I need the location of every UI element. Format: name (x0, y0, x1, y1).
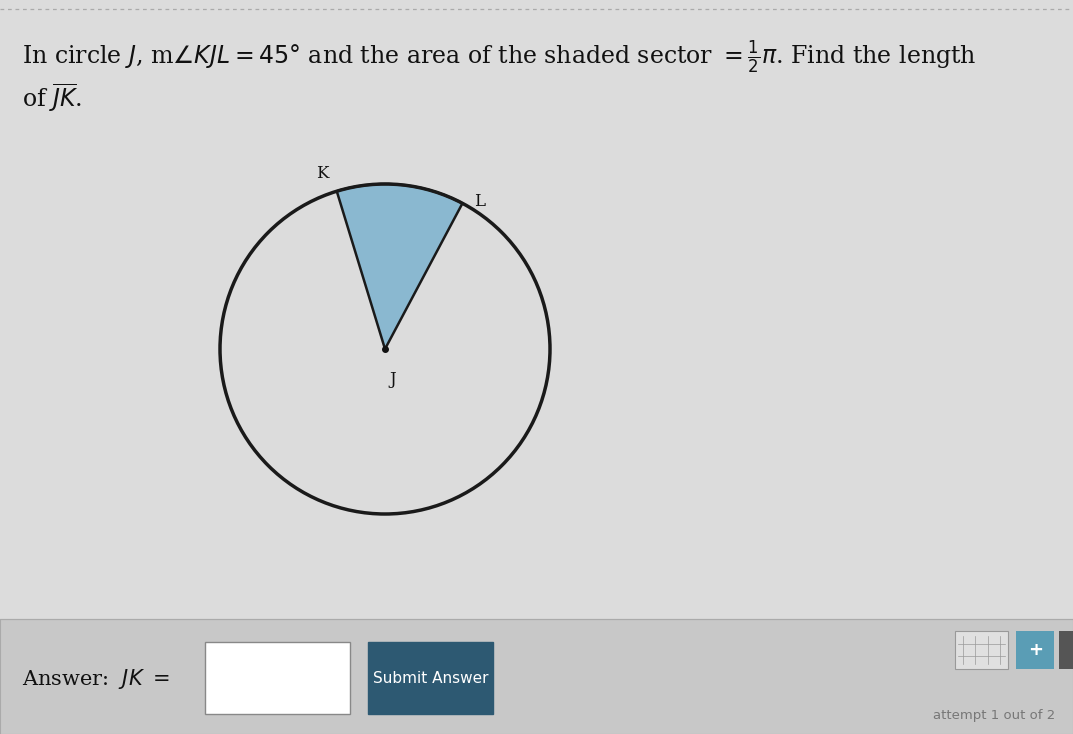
Text: Answer:  $JK$ $=$: Answer: $JK$ $=$ (23, 666, 170, 691)
Text: J: J (389, 371, 396, 388)
Text: of $\overline{JK}$.: of $\overline{JK}$. (23, 82, 83, 114)
Bar (1016, 631, 1054, 669)
Text: In circle $J$, m$\angle KJL = 45°$ and the area of the shaded sector $= \frac{1}: In circle $J$, m$\angle KJL = 45°$ and t… (23, 39, 976, 76)
Text: Submit Answer: Submit Answer (372, 672, 488, 686)
Text: K: K (317, 165, 328, 182)
Text: L: L (474, 193, 485, 210)
Bar (0, 619, 1073, 734)
Text: −: − (1071, 641, 1073, 659)
Bar (368, 642, 493, 714)
Bar (1059, 631, 1073, 669)
Wedge shape (337, 184, 462, 349)
Bar (955, 631, 1009, 669)
Text: attempt 1 out of 2: attempt 1 out of 2 (932, 709, 1055, 722)
Text: +: + (1028, 641, 1043, 659)
Bar (205, 642, 350, 714)
